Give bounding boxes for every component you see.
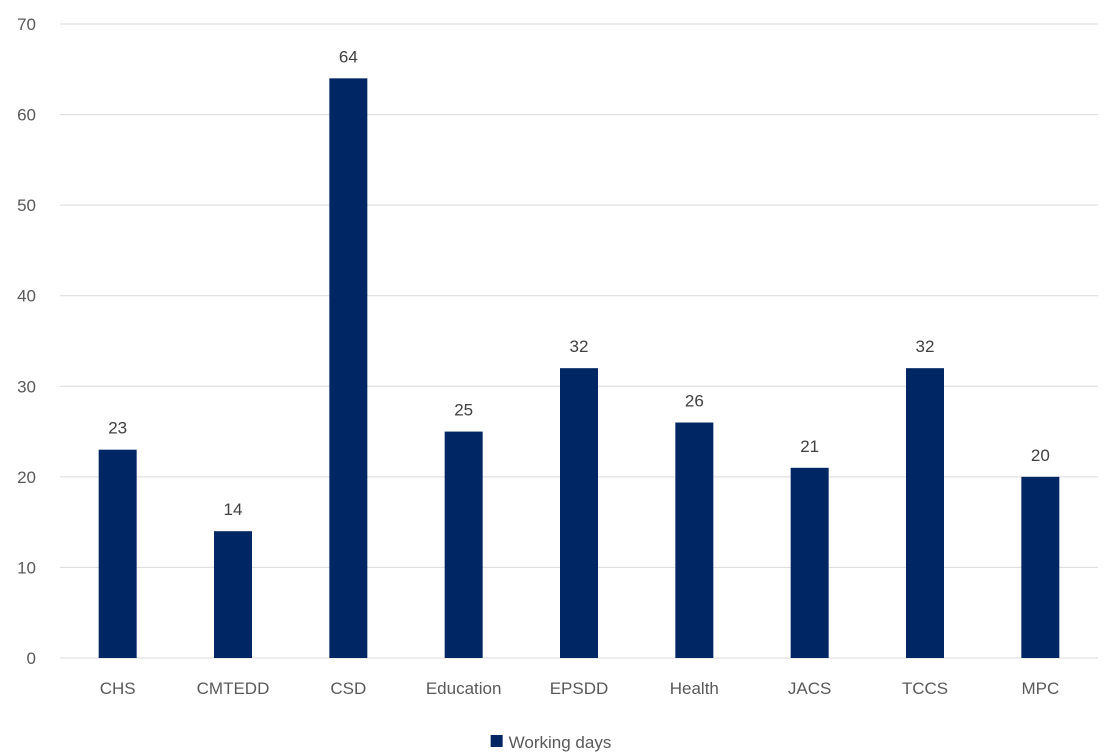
bar-csd — [329, 78, 368, 659]
data-label-jacs: 21 — [800, 437, 819, 456]
y-tick-label: 10 — [17, 558, 36, 577]
x-tick-label: TCCS — [902, 679, 948, 698]
data-label-tccs: 32 — [916, 337, 935, 356]
data-labels: 23 14 64 25 32 26 21 32 20 — [108, 47, 1050, 519]
data-label-epsdd: 32 — [570, 337, 589, 356]
x-tick-label: CSD — [330, 679, 366, 698]
legend-label: Working days — [509, 733, 612, 752]
y-tick-label: 40 — [17, 287, 36, 306]
x-axis-ticks: CHS CMTEDD CSD Education EPSDD Health JACS TCCS… — [100, 679, 1060, 698]
data-label-cmtedd: 14 — [224, 500, 243, 519]
x-tick-label: Education — [426, 679, 502, 698]
data-label-health: 26 — [685, 392, 704, 411]
y-tick-label: 0 — [27, 649, 36, 668]
legend: Working days — [490, 733, 612, 752]
data-label-chs: 23 — [108, 419, 127, 438]
bar-tccs — [906, 368, 944, 658]
x-tick-label: CMTEDD — [197, 679, 270, 698]
y-tick-label: 30 — [17, 377, 36, 396]
bar-mpc — [1021, 476, 1060, 658]
x-tick-label: MPC — [1021, 679, 1059, 698]
y-tick-label: 20 — [17, 468, 36, 487]
x-tick-label: JACS — [788, 679, 831, 698]
x-tick-label: EPSDD — [550, 679, 609, 698]
x-tick-label: Health — [670, 679, 719, 698]
x-tick-label: CHS — [100, 679, 136, 698]
y-tick-label: 70 — [17, 15, 36, 34]
bar-epsdd — [560, 368, 598, 658]
bar-cmtedd — [214, 531, 252, 658]
data-label-csd: 64 — [339, 47, 358, 66]
bar-chs — [98, 449, 137, 658]
y-axis-ticks: 0 10 20 30 40 50 60 70 — [17, 15, 36, 668]
bars — [98, 78, 1060, 659]
y-tick-label: 50 — [17, 196, 36, 215]
bar-education — [444, 431, 483, 658]
bar-health — [675, 422, 714, 658]
data-label-mpc: 20 — [1031, 446, 1050, 465]
legend-swatch — [490, 735, 503, 747]
data-label-education: 25 — [454, 401, 473, 420]
y-tick-label: 60 — [17, 106, 36, 125]
bar-jacs — [790, 467, 829, 658]
